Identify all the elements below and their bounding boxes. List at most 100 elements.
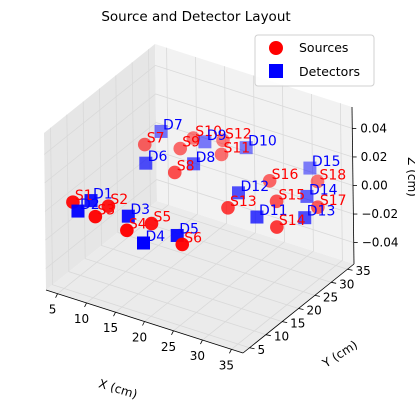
y-tick [331,281,337,284]
label-d12: D12 [241,179,270,195]
label-d1: D1 [93,187,113,203]
marker-s18 [310,174,325,189]
y-tick-label: 25 [323,290,338,304]
grid-line-z [44,64,353,155]
label-s8: S8 [177,158,195,174]
legend: Sources Detectors [254,34,375,87]
marker-d13 [298,211,312,225]
marker-d1 [84,194,98,208]
marker-s4 [120,223,134,238]
y-axis-label: Y (cm) [319,338,360,371]
marker-d14 [300,189,314,203]
marker-d15 [303,161,317,175]
marker-s12 [216,133,230,148]
label-d7: D7 [163,117,183,133]
marker-d4 [137,236,150,250]
y-tick [265,334,271,337]
label-d8: D8 [196,150,216,166]
x-tick-label: 35 [219,358,234,372]
grid-line-y [115,75,315,296]
marker-s3 [88,209,103,224]
marker-d9 [198,135,212,149]
marker-s2 [101,199,116,213]
z-tick-label: 0.04 [360,121,387,135]
label-s4: S4 [129,216,147,232]
label-s5: S5 [154,210,172,226]
x-tick-label: 25 [161,340,176,354]
x-tick-label: 5 [49,303,57,317]
grid-line-x [144,75,256,322]
label-s17: S17 [320,193,347,209]
marker-d8 [187,157,201,171]
x-tick [84,302,87,308]
x-tick [200,339,203,345]
label-s9: S9 [182,135,200,151]
z-axis-label: Z (cm) [405,157,415,197]
label-d4: D4 [146,229,166,245]
label-s6: S6 [184,230,202,246]
marker-s13 [221,200,235,215]
label-s12: S12 [225,126,252,142]
grid-line-x [202,94,314,341]
grid-line-z [44,93,353,184]
label-d9: D9 [207,128,227,144]
y-tick-label: 5 [258,343,266,357]
marker-s10 [186,131,201,145]
label-s18: S18 [320,167,347,183]
z-tick-label: 0.02 [361,150,388,164]
y-tick [347,268,353,271]
x-tick-label: 20 [132,331,147,345]
y-tick-label: 35 [355,264,370,278]
chart-title: Source and Detector Layout [101,9,290,25]
label-s3: S3 [97,203,115,219]
x-tick [142,321,145,326]
label-s7: S7 [147,131,165,147]
y-tick-label: 20 [307,304,322,318]
z-tick-label: −0.04 [362,236,399,250]
marker-s15 [269,194,284,209]
marker-d3 [121,209,135,223]
label-s13: S13 [230,194,257,210]
label-s11: S11 [224,140,251,156]
marker-d6 [139,156,153,170]
legend-sources-label: Sources [299,40,348,55]
marker-s11 [214,147,229,162]
x-tick-label: 30 [190,349,205,363]
marker-s8 [167,165,182,180]
y-tick [249,347,255,350]
marker-d12 [232,186,245,200]
y-tick [314,295,320,297]
marker-s5 [144,216,159,231]
label-d5: D5 [179,221,199,237]
label-d15: D15 [312,154,341,170]
x-axis-label: X (cm) [97,377,139,402]
grid-line-y [82,101,283,322]
y-tick-label: 30 [339,277,354,291]
grid-line-y [99,88,299,309]
grid-line-y [66,114,266,336]
label-s14: S14 [279,213,306,229]
marker-d10 [239,141,253,155]
y-tick-label: 15 [290,317,305,331]
x-tick-label: 15 [103,321,118,335]
grid-line-x [231,103,343,350]
label-d11: D11 [259,203,288,219]
x-tick [113,312,116,317]
label-d2: D2 [80,197,100,213]
label-d3: D3 [130,202,150,218]
marker-s6 [175,237,190,252]
x-tick [171,330,174,335]
marker-s14 [270,220,284,234]
grid-line-x [173,84,285,332]
grid-line-y [148,49,348,270]
y-tick [298,308,304,310]
grid-line-x [57,47,169,295]
x-tick [55,293,58,298]
marker-s16 [262,174,277,188]
grid-line-x [86,56,198,304]
grid-line-z [44,122,354,212]
label-d13: D13 [307,204,336,220]
legend-box [254,34,375,87]
label-s10: S10 [195,124,222,140]
